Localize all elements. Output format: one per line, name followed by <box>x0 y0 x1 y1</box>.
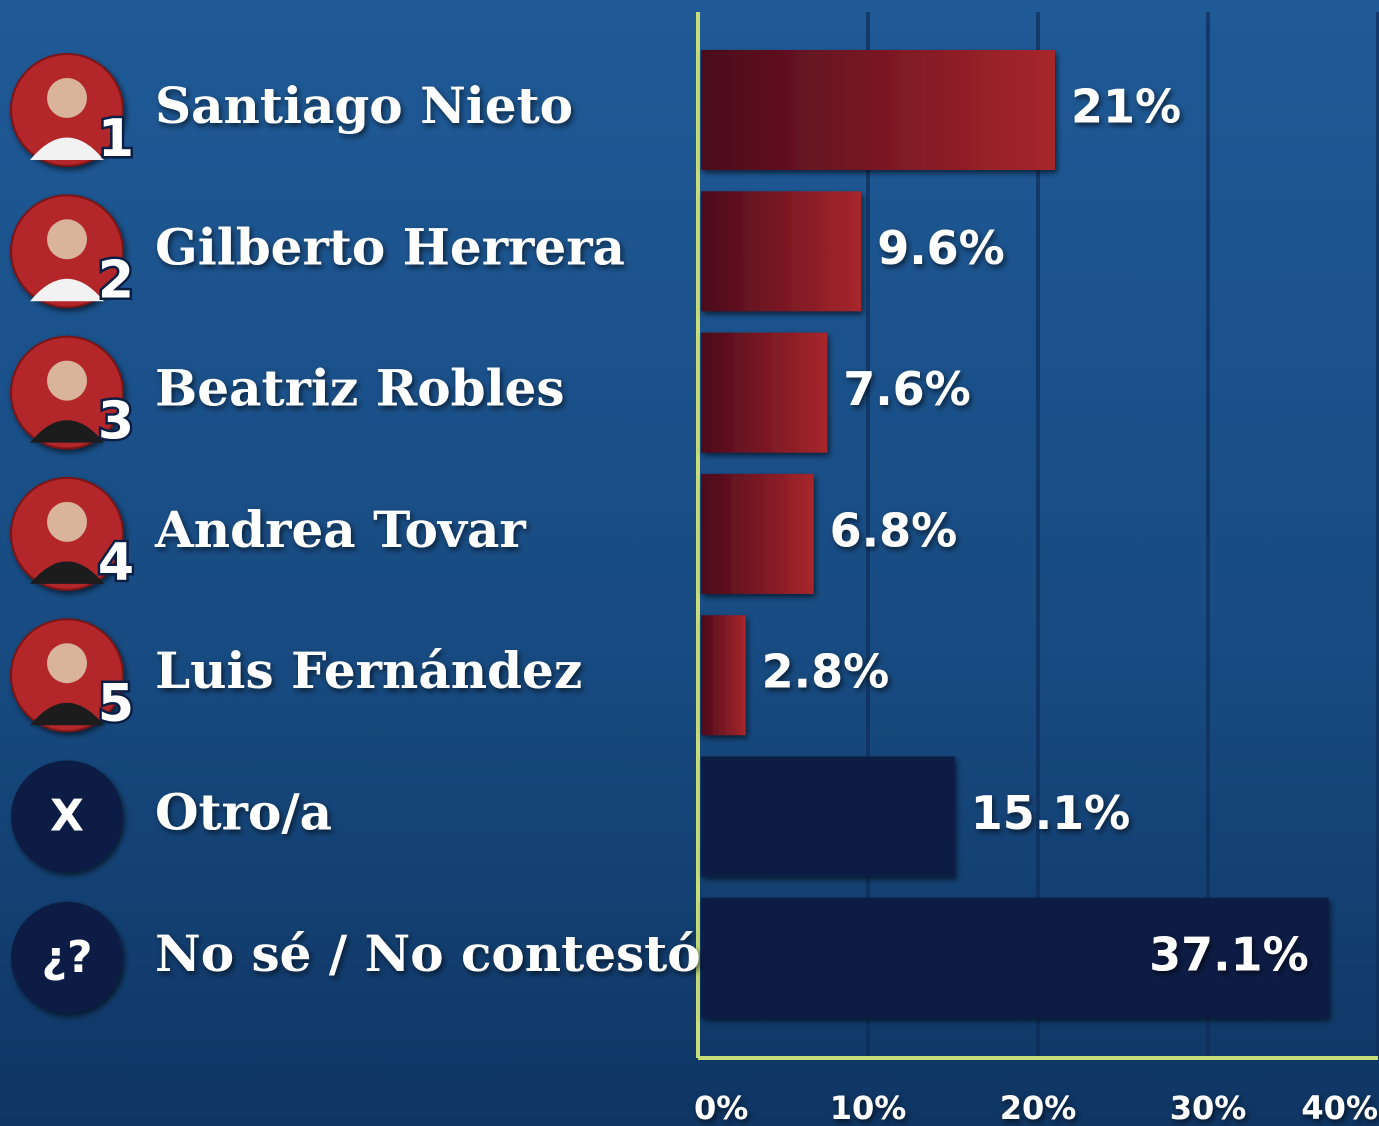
category-label: Gilberto Herrera <box>155 217 625 276</box>
badge: 1 <box>98 109 134 169</box>
value-label: 9.6% <box>877 221 1005 275</box>
badge: ¿? <box>41 932 92 983</box>
bar <box>701 757 955 877</box>
avatar-face <box>47 502 87 542</box>
category-label: Santiago Nieto <box>155 76 573 135</box>
bar <box>701 615 746 735</box>
bar <box>701 191 861 311</box>
badge: X <box>50 791 84 842</box>
category-label: Andrea Tovar <box>154 500 526 559</box>
chart: 0% 10% 20% 30% 40% 21% Santiago Nieto 1 9.6% Gilb… <box>0 0 1379 1126</box>
value-label: 6.8% <box>830 503 958 557</box>
avatar-face <box>47 219 87 259</box>
avatar-face <box>47 361 87 401</box>
value-label: 7.6% <box>843 362 971 416</box>
value-label: 37.1% <box>1149 927 1309 981</box>
category-label: No sé / No contestó <box>155 924 701 983</box>
x-tick-label: 0% <box>694 1089 748 1126</box>
category-label: Beatriz Robles <box>155 359 565 418</box>
x-tick-label: 10% <box>830 1089 907 1126</box>
category-label: Luis Fernández <box>155 641 582 700</box>
badge: 4 <box>98 533 134 593</box>
badge: 2 <box>98 250 134 310</box>
x-tick-label: 30% <box>1170 1089 1247 1126</box>
avatar-face <box>47 643 87 683</box>
category-label: Otro/a <box>155 783 332 842</box>
value-label: 15.1% <box>971 786 1131 840</box>
badge: 3 <box>98 392 134 452</box>
bar <box>701 333 827 453</box>
bar <box>701 474 814 594</box>
badge: 5 <box>98 674 134 734</box>
value-label: 2.8% <box>762 645 890 699</box>
bar <box>701 50 1055 170</box>
x-tick-label: 20% <box>1000 1089 1077 1126</box>
avatar-face <box>47 78 87 118</box>
x-tick-label: 40% <box>1301 1089 1378 1126</box>
value-label: 21% <box>1071 80 1181 134</box>
